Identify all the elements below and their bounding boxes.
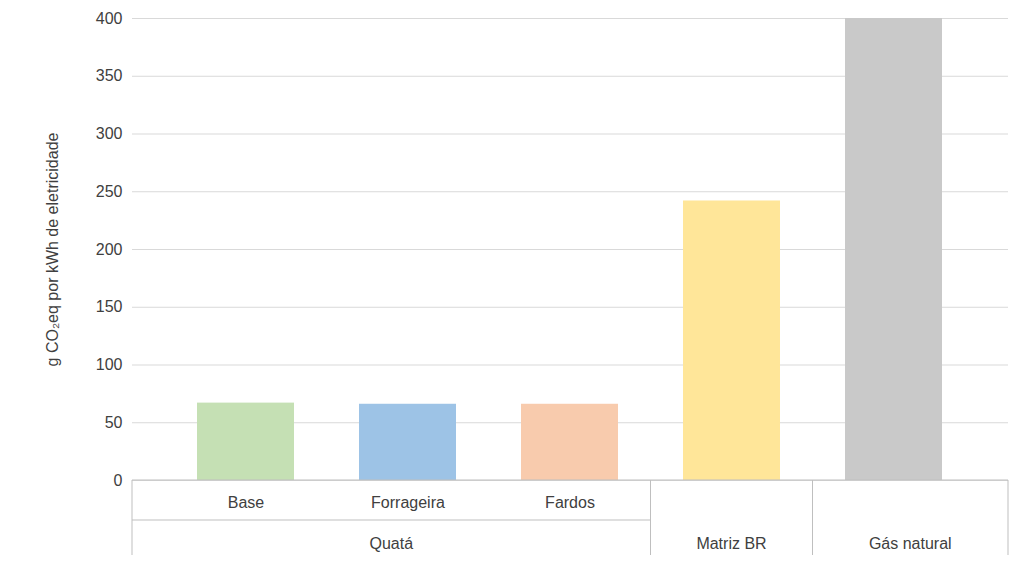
svg-text:g CO₂eq por kWh de eletricidad: g CO₂eq por kWh de eletricidade bbox=[44, 132, 61, 366]
svg-text:Gás natural: Gás natural bbox=[869, 535, 952, 552]
svg-text:400: 400 bbox=[96, 10, 123, 27]
svg-text:300: 300 bbox=[96, 125, 123, 142]
svg-text:Quatá: Quatá bbox=[369, 535, 413, 552]
svg-text:350: 350 bbox=[96, 67, 123, 84]
svg-text:Matriz BR: Matriz BR bbox=[696, 535, 766, 552]
svg-text:150: 150 bbox=[96, 298, 123, 315]
svg-text:Forrageira: Forrageira bbox=[371, 494, 445, 511]
svg-text:200: 200 bbox=[96, 241, 123, 258]
svg-text:250: 250 bbox=[96, 183, 123, 200]
svg-text:0: 0 bbox=[114, 472, 123, 489]
svg-text:50: 50 bbox=[105, 414, 123, 431]
svg-text:Fardos: Fardos bbox=[545, 494, 595, 511]
svg-text:100: 100 bbox=[96, 356, 123, 373]
svg-text:Base: Base bbox=[228, 494, 265, 511]
